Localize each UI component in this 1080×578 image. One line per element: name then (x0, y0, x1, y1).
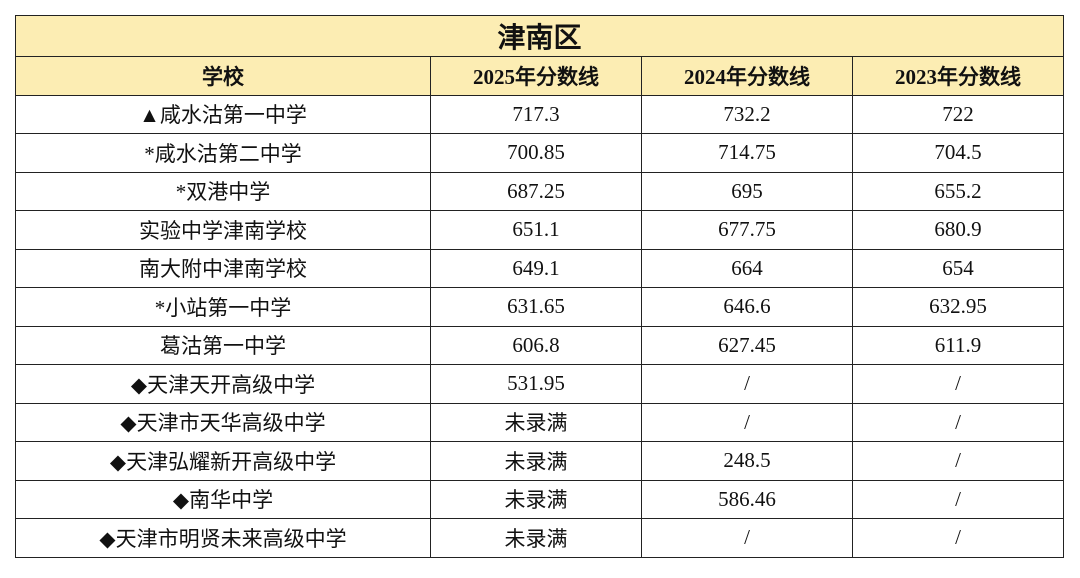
school-cell: ◆天津天开高级中学 (15, 364, 431, 404)
school-cell: ◆天津弘耀新开高级中学 (15, 441, 431, 481)
score-cell: 704.5 (851, 133, 1065, 173)
score-cell: / (641, 364, 853, 404)
table-row: ◆南华中学 未录满 586.46/ (15, 479, 1065, 519)
table-row: 南大附中津南学校 649.1 664 654 (15, 248, 1065, 288)
score-cell: / (851, 402, 1065, 442)
school-cell: *双港中学 (15, 171, 431, 211)
school-cell: ◆天津市天华高级中学 (15, 402, 431, 442)
header-cell: 2025年分数线 (430, 56, 642, 96)
score-cell: / (641, 518, 853, 558)
table-row: ◆天津市天华高级中学 未录满 / / (15, 402, 1065, 442)
score-cell: 646.6 (641, 287, 853, 327)
header-cell: 2024年分数线 (641, 56, 853, 96)
score-cell: 654 (851, 248, 1065, 288)
score-cell: 695 (641, 171, 853, 211)
score-cell: 未录满 (430, 518, 642, 558)
table-row: *双港中学 687.25 695 655.2 (15, 171, 1065, 211)
score-cell: 531.95 (430, 364, 642, 404)
score-cell: 700.85 (430, 133, 642, 173)
score-cell: / (851, 364, 1065, 404)
score-cell: / (851, 479, 1065, 519)
table-row: ▲咸水沽第一中学 717.3 732.2 722 (15, 94, 1065, 134)
score-cell: 未录满 (430, 479, 642, 519)
table-row: ◆天津市明贤未来高级中学 未录满 / / (15, 518, 1065, 558)
score-cell: 680.9 (851, 210, 1065, 250)
table-title: 津南区 (14, 15, 1065, 57)
score-cell: 732.2 (641, 94, 853, 134)
score-cell: 611.9 (851, 325, 1065, 365)
score-cell: 未录满 (430, 402, 642, 442)
score-cell: 631.65 (430, 287, 642, 327)
score-cell: 586.46 (641, 479, 853, 519)
school-cell: ◆南华中学 (15, 479, 431, 519)
score-cell: 651.1 (430, 210, 642, 250)
table-row: 实验中学津南学校 651.1 677.75 680.9 (15, 210, 1065, 250)
title-row: 津南区 (14, 15, 1065, 57)
school-cell: ▲咸水沽第一中学 (15, 94, 431, 134)
score-cell: / (641, 402, 853, 442)
score-cell: 未录满 (430, 441, 642, 481)
score-cell: 248.5 (641, 441, 853, 481)
score-cell: 649.1 (430, 248, 642, 288)
score-cell: 606.8 (430, 325, 642, 365)
table-row: *咸水沽第二中学 700.85 714.75 704.5 (15, 133, 1065, 173)
score-cell: 632.95 (851, 287, 1065, 327)
score-cell: 664 (641, 248, 853, 288)
table-body: ▲咸水沽第一中学 717.3 732.2 722 *咸水沽第二中学 700.85 714.7… (15, 94, 1065, 558)
school-cell: *咸水沽第二中学 (15, 133, 431, 173)
score-cell: 677.75 (641, 210, 853, 250)
header-cell: 学校 (15, 56, 431, 96)
school-cell: ◆天津市明贤未来高级中学 (15, 518, 431, 558)
school-cell: *小站第一中学 (15, 287, 431, 327)
table-row: ◆天津弘耀新开高级中学 未录满 248.5/ (15, 441, 1065, 481)
score-cell: 717.3 (430, 94, 642, 134)
score-cell: / (851, 441, 1065, 481)
score-table: 津南区 学校 2025年分数线 2024年分数线 2023年分数线 ▲咸水沽第一中学 7… (14, 15, 1065, 558)
score-cell: 627.45 (641, 325, 853, 365)
school-cell: 葛沽第一中学 (15, 325, 431, 365)
school-cell: 实验中学津南学校 (15, 210, 431, 250)
header-row: 学校 2025年分数线 2024年分数线 2023年分数线 (15, 56, 1065, 96)
score-cell: 722 (851, 94, 1065, 134)
header-cell: 2023年分数线 (851, 56, 1065, 96)
score-cell: 714.75 (641, 133, 853, 173)
table-row: 葛沽第一中学 606.8 627.45 611.9 (15, 325, 1065, 365)
school-cell: 南大附中津南学校 (15, 248, 431, 288)
score-cell: 655.2 (851, 171, 1065, 211)
table-row: *小站第一中学 631.65 646.6 632.95 (15, 287, 1065, 327)
table-row: ◆天津天开高级中学 531.95// (15, 364, 1065, 404)
score-cell: / (851, 518, 1065, 558)
score-cell: 687.25 (430, 171, 642, 211)
